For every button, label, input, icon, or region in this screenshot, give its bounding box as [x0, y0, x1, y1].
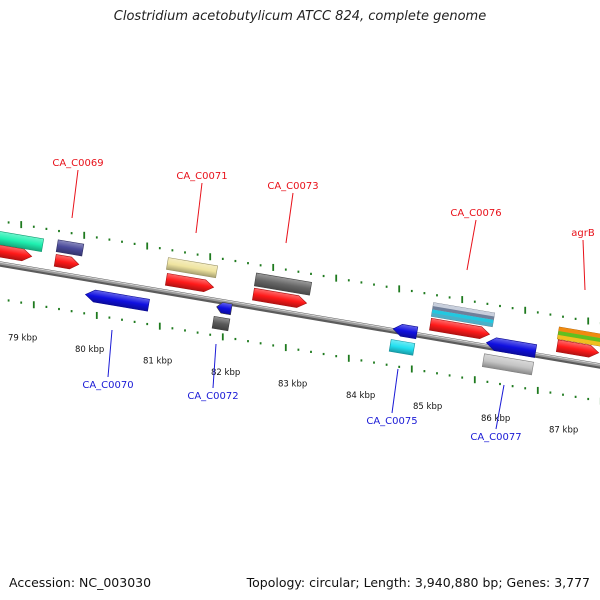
inner-scale-track: [7, 299, 600, 405]
forward-cds-arrow: [164, 273, 215, 293]
gene-box-CA_C0069-body: [55, 239, 85, 257]
forward-cds-arrow: [53, 254, 80, 270]
gene-label-CA_C0070: CA_C0070: [82, 380, 133, 391]
gene-label-CA_C0076: CA_C0076: [450, 208, 501, 219]
topology-text: Topology: circular; Length: 3,940,880 bp…: [246, 575, 590, 590]
callout-line: [391, 368, 399, 414]
accession-text: Accession: NC_003030: [9, 575, 152, 590]
gene-label-CA_C0073: CA_C0073: [267, 181, 318, 192]
callout-line: [71, 169, 79, 219]
gene-arrow-CA_C0077-a: [485, 337, 538, 358]
gene-label-agrB: agrB: [571, 228, 595, 239]
gene-arrow-CA_C0070: [84, 289, 150, 312]
gene-box-CA_C0076-stripe: [431, 312, 493, 327]
scale-label: 79 kbp: [8, 333, 37, 343]
callout-line: [195, 182, 203, 234]
gene-box-upstream-body: [0, 229, 45, 252]
gene-box-CA_C0073-body: [253, 272, 313, 296]
map-title: Clostridium acetobutylicum ATCC 824, com…: [113, 9, 487, 24]
forward-cds-arrow-body: [555, 339, 600, 358]
forward-cds-arrow-body: [53, 254, 80, 270]
gene-label-CA_C0071: CA_C0071: [176, 171, 227, 182]
gene-box-agrB-stripe: [557, 334, 600, 347]
gene-callouts: CA_C0069 CA_C0071 CA_C0073 CA_C0076 agrB CA_C…: [52, 158, 594, 443]
gene-features: [0, 229, 600, 376]
callout-line: [582, 239, 586, 291]
forward-cds-arrow-body: [0, 243, 33, 262]
outer-scale-track: [7, 221, 600, 325]
gene-arrow-CA_C0075-a-body: [392, 324, 419, 340]
gene-box-CA_C0076-stripe: [432, 306, 495, 320]
gene-label-CA_C0072: CA_C0072: [187, 391, 238, 402]
scale-label: 83 kbp: [278, 379, 307, 389]
gene-label-CA_C0069: CA_C0069: [52, 158, 103, 169]
gene-box-agrB: [556, 326, 600, 347]
gene-label-CA_C0077: CA_C0077: [470, 432, 521, 443]
gene-box-CA_C0072-body: [211, 315, 231, 332]
gene-box-CA_C0069: [55, 239, 85, 257]
forward-cds-arrow: [0, 243, 33, 262]
gene-box-CA_C0072: [211, 315, 231, 332]
gene-box-CA_C0075: [388, 339, 416, 356]
forward-cds-arrow: [252, 287, 308, 308]
gene-arrow-CA_C0070-body: [84, 289, 150, 312]
forward-cds-arrow-body: [164, 273, 215, 293]
gene-box-agrB-stripe: [558, 326, 600, 339]
gene-box-CA_C0071-body: [166, 257, 218, 279]
callout-line: [285, 192, 294, 244]
scale-label: 81 kbp: [143, 356, 172, 366]
callout-line: [107, 329, 113, 378]
callout-line: [212, 343, 217, 389]
scale-label: 87 kbp: [549, 425, 578, 435]
gene-arrow-CA_C0075-a: [392, 324, 419, 340]
forward-cds-arrow: [429, 317, 491, 339]
gene-box-CA_C0076: [430, 302, 496, 328]
scale-ticks: 79 kbp 80 kbp 81 kbp 82 kbp 83 kbp 84 kbp 85 k…: [7, 221, 600, 435]
scale-label: 85 kbp: [413, 402, 442, 412]
gene-box-agrB-stripe: [557, 330, 600, 343]
gene-box-CA_C0077-body: [481, 353, 535, 376]
scale-label: 80 kbp: [75, 345, 104, 355]
gene-box-CA_C0073: [253, 272, 313, 296]
forward-cds-arrow-body: [429, 317, 491, 339]
gene-box-CA_C0075-body: [388, 339, 416, 356]
scale-label: 82 kbp: [211, 368, 240, 378]
gene-box-CA_C0071: [166, 257, 218, 279]
gene-box-CA_C0076-stripe: [431, 309, 494, 324]
gene-box-CA_C0077: [481, 353, 535, 376]
gene-arrow-CA_C0072-a: [216, 301, 233, 316]
callout-line: [466, 219, 477, 271]
scale-label: 84 kbp: [346, 391, 375, 401]
callout-line: [495, 384, 505, 430]
gene-box-CA_C0076-stripe: [433, 302, 495, 317]
gene-arrow-CA_C0072-a-body: [216, 301, 233, 316]
forward-cds-arrow-body: [252, 287, 308, 308]
forward-cds-arrow: [555, 339, 600, 358]
gene-arrow-CA_C0077-a-body: [485, 337, 538, 358]
scale-label: 86 kbp: [481, 414, 510, 424]
gene-box-upstream: [0, 229, 45, 252]
gene-label-CA_C0075: CA_C0075: [366, 416, 417, 427]
